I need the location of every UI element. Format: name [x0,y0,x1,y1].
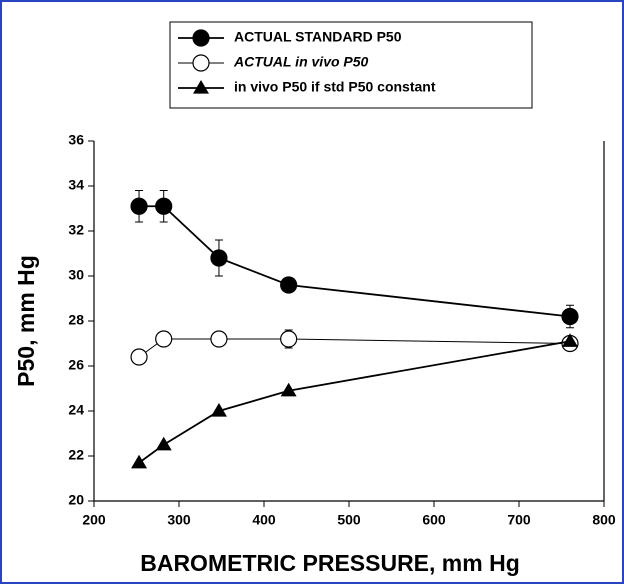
data-point [210,403,227,417]
legend-label: in vivo P50 if std P50 constant [234,79,436,95]
data-point [561,307,579,326]
x-tick-label: 600 [422,512,446,528]
data-point [280,382,297,397]
data-point [155,197,173,215]
y-tick-label: 24 [68,402,84,418]
legend-marker [192,29,210,47]
data-point [280,330,298,348]
x-tick-label: 200 [82,512,106,528]
data-point [130,348,148,366]
data-point [155,436,172,451]
x-tick-label: 400 [252,512,276,528]
y-axis-label: P50, mm Hg [13,255,39,387]
y-tick-label: 36 [68,132,84,148]
x-tick-label: 800 [592,512,616,528]
data-point [562,333,578,347]
data-point [155,330,173,348]
data-point [130,197,148,215]
x-tick-label: 700 [507,512,531,528]
legend-marker [193,80,209,94]
data-point [210,330,228,348]
x-axis-label: BAROMETRIC PRESSURE, mm Hg [140,550,520,576]
y-tick-label: 32 [68,222,84,238]
y-tick-label: 28 [68,312,84,328]
legend-label: ACTUAL in vivo P50 [233,54,369,70]
data-point [280,276,298,294]
x-tick-label: 300 [167,512,191,528]
y-tick-label: 20 [68,492,84,508]
y-tick-label: 34 [68,177,84,193]
x-tick-label: 500 [337,512,361,528]
y-tick-label: 22 [68,447,84,463]
legend-marker [192,54,210,72]
legend-box [169,21,533,109]
data-point [131,454,148,469]
legend-label: ACTUAL STANDARD P50 [234,29,402,45]
data-point [210,249,228,267]
y-tick-label: 26 [68,357,84,373]
y-tick-label: 30 [68,267,84,283]
